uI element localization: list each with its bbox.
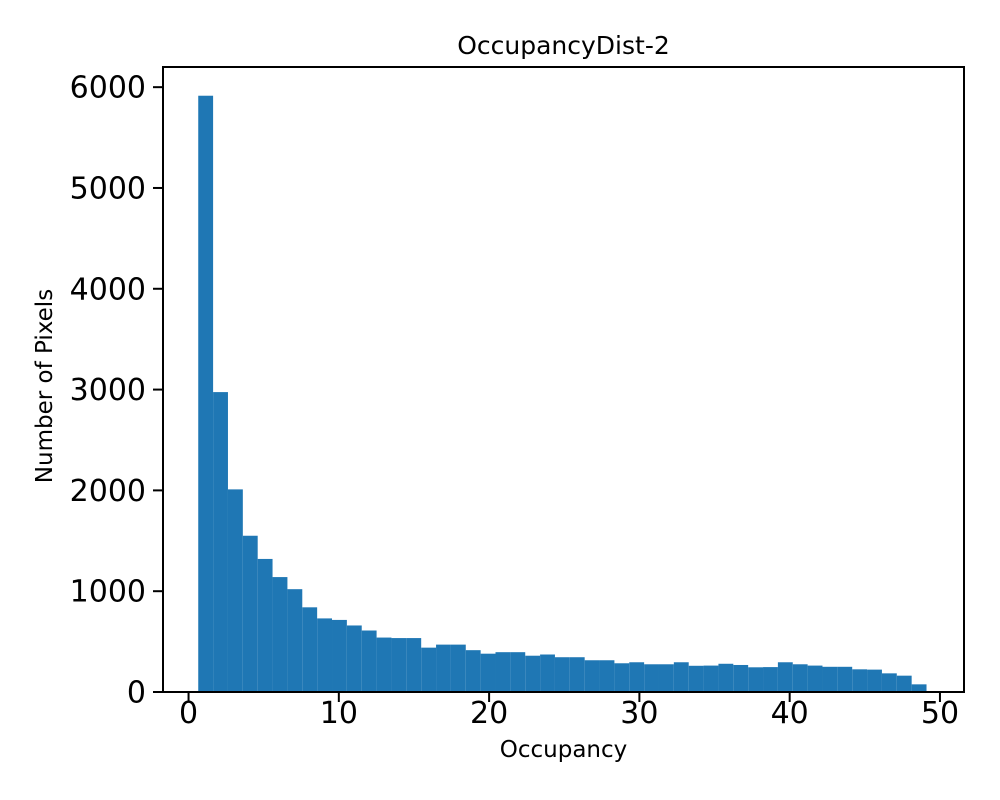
chart-title: OccupancyDist-2 — [457, 31, 670, 60]
y-tick-label: 1000 — [70, 575, 146, 610]
histogram-bar — [510, 652, 526, 692]
histogram-bar — [554, 657, 570, 692]
histogram-bar — [822, 666, 838, 692]
histogram-bar — [584, 660, 600, 692]
histogram-bar — [837, 666, 853, 692]
histogram-bar — [911, 684, 927, 692]
histogram-bar — [569, 657, 585, 692]
histogram-bar — [540, 654, 555, 692]
y-tick-label: 4000 — [70, 272, 146, 307]
histogram-bar — [421, 647, 437, 692]
x-tick-label: 10 — [320, 696, 358, 731]
x-tick-label: 30 — [620, 696, 658, 731]
y-tick-label: 6000 — [70, 71, 146, 106]
histogram-bar — [733, 664, 749, 692]
histogram-bar — [480, 653, 496, 692]
histogram-bar — [213, 392, 228, 692]
histogram-bar — [614, 663, 630, 692]
histogram-bar — [525, 655, 541, 692]
histogram-bar — [406, 638, 422, 692]
histogram-bar — [257, 558, 273, 692]
histogram-bar — [852, 669, 868, 692]
histogram-bar — [272, 577, 288, 692]
histogram-bar — [867, 669, 882, 692]
x-tick-label: 0 — [179, 696, 198, 731]
histogram-bar — [792, 664, 808, 692]
histogram-bar — [465, 650, 481, 692]
histogram-bar — [658, 664, 674, 692]
y-tick-label: 5000 — [70, 171, 146, 206]
histogram-bar — [332, 619, 347, 692]
x-tick-label: 20 — [470, 696, 508, 731]
histogram-bar — [495, 652, 511, 692]
histogram-bar — [748, 667, 764, 692]
histogram-bar — [198, 95, 214, 693]
histogram-bar — [881, 673, 897, 692]
histogram-bar — [450, 644, 466, 692]
histogram-bar — [644, 664, 659, 692]
histogram-bar — [777, 662, 793, 692]
histogram-bar — [391, 638, 407, 692]
x-tick-label: 40 — [771, 696, 809, 731]
y-tick-label: 0 — [127, 676, 146, 711]
histogram-bar — [242, 535, 258, 692]
histogram-bar — [376, 637, 392, 692]
histogram-bar — [629, 662, 645, 692]
x-tick-label: 50 — [921, 696, 959, 731]
histogram-bar — [599, 660, 615, 692]
histogram-bar — [896, 675, 912, 692]
histogram-bar — [807, 665, 823, 692]
histogram-bar — [436, 644, 451, 692]
y-tick-label: 2000 — [70, 474, 146, 509]
histogram-bar — [718, 663, 734, 692]
histogram-bar — [703, 665, 719, 692]
y-tick-label: 3000 — [70, 373, 146, 408]
histogram-bar — [688, 665, 704, 692]
histogram-bar — [763, 667, 778, 692]
histogram-bar — [346, 625, 362, 692]
histogram-bar — [317, 618, 332, 692]
histogram-bar — [227, 489, 243, 692]
histogram-bar — [287, 589, 303, 692]
histogram-bar — [673, 662, 689, 692]
histogram-bar — [361, 630, 377, 692]
axes-spines — [162, 66, 965, 693]
histogram-bar — [302, 607, 318, 692]
x-axis-label: Occupancy — [499, 737, 628, 763]
